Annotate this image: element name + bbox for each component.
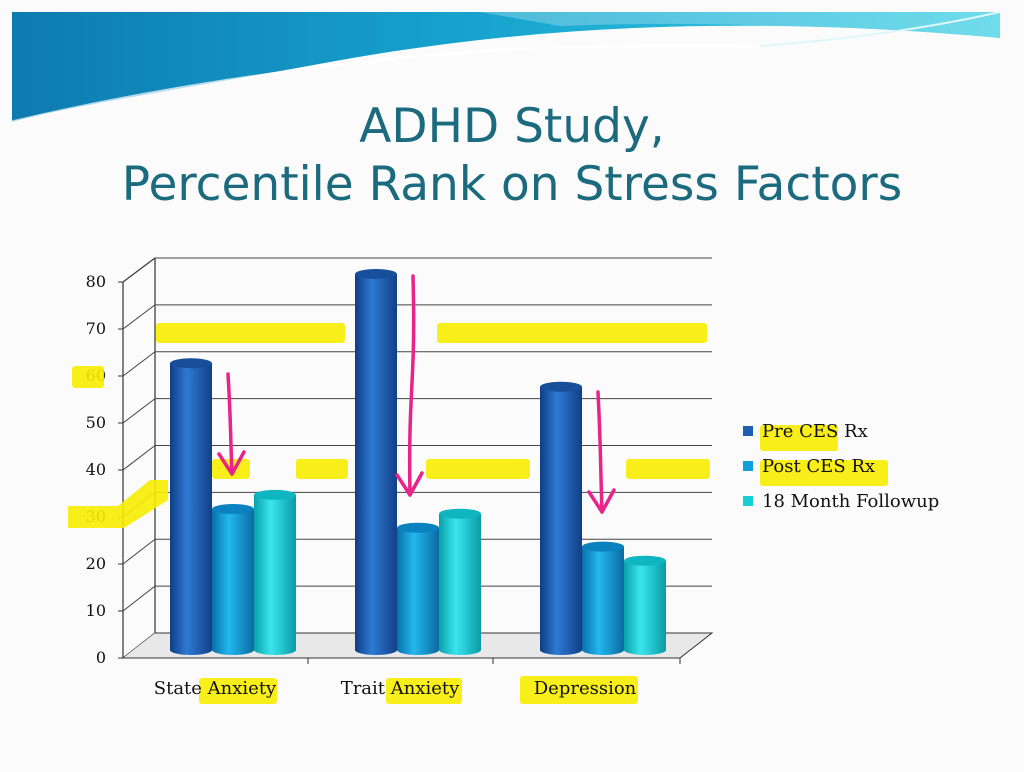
header-banner <box>11 11 1001 124</box>
legend-label: 18 Month Followup <box>762 491 939 512</box>
arrow-head <box>217 450 246 476</box>
x-axis: State Anxiety Trait Anxiety Depression <box>123 657 681 704</box>
y-tick-label: 20 <box>86 554 106 573</box>
gridline-side <box>122 351 156 377</box>
arrow-shaft <box>407 274 416 497</box>
bar-body <box>397 527 439 655</box>
gridline-side <box>122 304 156 330</box>
bar <box>439 508 481 655</box>
annotation-arrows <box>217 274 616 514</box>
bar <box>540 381 582 655</box>
gridline-side <box>122 398 156 424</box>
arrow-head <box>395 471 424 497</box>
legend-label: Pre CES Rx <box>762 421 868 442</box>
x-label-highlight <box>199 678 277 704</box>
bar-top <box>212 504 254 514</box>
x-tick-label: Depression <box>534 678 637 699</box>
x-label-highlight <box>520 676 638 704</box>
y-tick-label: 70 <box>86 319 106 338</box>
bar-top <box>254 489 296 500</box>
gridline-side <box>122 538 156 565</box>
bar <box>582 541 624 655</box>
highlight-stroke <box>156 323 345 343</box>
bar-body <box>624 560 666 655</box>
x-label-highlight <box>386 678 462 704</box>
y-tick-label: 0 <box>96 648 106 667</box>
bar <box>254 489 296 655</box>
highlight-stroke <box>426 458 530 479</box>
bar-top <box>397 522 439 533</box>
bar-top <box>624 555 666 566</box>
highlight-60 <box>72 366 104 388</box>
gridline-side <box>122 257 156 283</box>
bar <box>170 358 212 655</box>
arrow-shaft <box>596 390 604 514</box>
bar <box>624 555 666 655</box>
title-line-1: ADHD Study, <box>359 99 665 154</box>
legend: Pre CES Rx Post CES Rx 18 Month Followup <box>743 421 939 512</box>
x-tick-label: Trait Anxiety <box>341 678 460 699</box>
bar-top <box>170 358 212 369</box>
highlighter-marks <box>68 323 710 528</box>
bars <box>170 269 666 655</box>
highlight-stroke <box>626 458 710 479</box>
legend-swatch <box>743 461 753 471</box>
bar-body <box>582 546 624 655</box>
bar-top <box>439 508 481 519</box>
legend-swatch <box>743 496 753 506</box>
bar-top <box>582 541 624 552</box>
legend-highlight <box>760 425 838 451</box>
highlight-30 <box>68 480 168 528</box>
bar <box>397 522 439 655</box>
arrow-head <box>587 488 616 514</box>
bar <box>355 269 397 655</box>
bar-top <box>355 269 397 279</box>
arrow-shaft <box>226 372 234 476</box>
y-tick-label: 50 <box>86 413 106 432</box>
highlight-stroke <box>296 458 348 479</box>
y-tick-label: 80 <box>86 272 106 291</box>
legend-swatch <box>743 426 753 436</box>
highlight-stroke <box>437 323 707 343</box>
page-title: ADHD Study, Percentile Rank on Stress Fa… <box>0 98 1024 214</box>
legend-highlight <box>760 460 888 486</box>
y-axis: 01020304050607080 <box>86 272 123 667</box>
bar-body <box>254 494 296 655</box>
x-tick-label: State Anxiety <box>154 678 277 699</box>
bar-body <box>355 274 397 655</box>
bar-top <box>540 381 582 392</box>
bar-body <box>212 509 254 655</box>
legend-label: Post CES Rx <box>762 456 875 477</box>
bar-body <box>170 363 212 655</box>
gridline-side <box>122 585 156 612</box>
title-line-2: Percentile Rank on Stress Factors <box>121 157 903 212</box>
gridline-side <box>122 445 156 471</box>
bar-body <box>439 513 481 655</box>
bar <box>212 504 254 655</box>
y-tick-label: 10 <box>86 601 106 620</box>
bar-body <box>540 386 582 655</box>
y-tick-label: 40 <box>86 460 106 479</box>
